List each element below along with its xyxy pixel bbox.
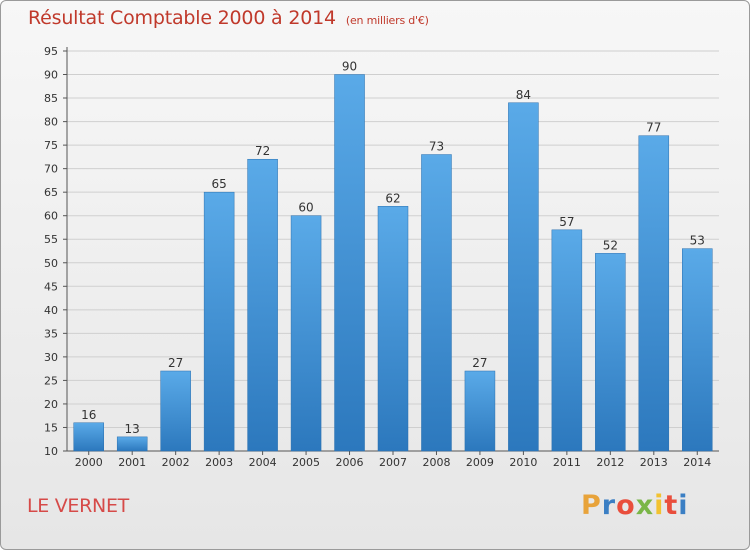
bar-2014 xyxy=(682,248,713,452)
value-label: 72 xyxy=(255,144,270,158)
y-tick-label: 95 xyxy=(44,45,58,58)
bar-2005 xyxy=(290,215,322,452)
y-tick-label: 85 xyxy=(44,92,58,105)
value-label: 16 xyxy=(81,408,96,422)
value-label: 77 xyxy=(646,121,661,135)
x-tick-label: 2007 xyxy=(379,456,407,469)
x-tick-label: 2004 xyxy=(249,456,277,469)
x-tick-label: 2012 xyxy=(596,456,624,469)
chart-subtitle: (en milliers d'€) xyxy=(345,14,429,27)
value-label: 13 xyxy=(125,422,140,436)
value-label: 65 xyxy=(211,177,226,191)
x-tick-label: 2005 xyxy=(292,456,320,469)
value-label: 52 xyxy=(603,238,618,252)
bar-2001 xyxy=(116,436,148,452)
value-label: 84 xyxy=(516,88,531,102)
place-name: LE VERNET xyxy=(27,495,129,517)
y-tick-label: 70 xyxy=(44,163,58,176)
x-tick-label: 2011 xyxy=(553,456,581,469)
y-tick-label: 90 xyxy=(44,69,58,82)
logo-letter: i xyxy=(654,490,665,521)
value-label: 90 xyxy=(342,60,357,74)
x-tick-label: 2008 xyxy=(422,456,450,469)
proxiti-logo: Proxiti xyxy=(581,490,689,521)
value-label: 62 xyxy=(385,191,400,205)
x-tick-label: 2006 xyxy=(336,456,364,469)
y-tick-label: 30 xyxy=(44,351,58,364)
value-label: 57 xyxy=(559,215,574,229)
logo-letter: t xyxy=(664,490,679,521)
bar-2003 xyxy=(203,191,235,452)
y-tick-label: 50 xyxy=(44,257,58,270)
value-label: 53 xyxy=(690,234,705,248)
x-tick-label: 2002 xyxy=(162,456,190,469)
logo-letter: P xyxy=(581,490,602,521)
y-tick-label: 10 xyxy=(44,445,58,458)
logo-letter: x xyxy=(635,490,655,521)
bars xyxy=(73,74,713,452)
value-label: 60 xyxy=(298,201,313,215)
y-tick-labels: 10 15 20 25 30 35 40 45 50 55 60 65 70 75 80 85 90 95 xyxy=(44,45,58,458)
y-tick-label: 15 xyxy=(44,421,58,434)
bar-2010 xyxy=(508,102,539,452)
y-tick-label: 60 xyxy=(44,210,58,223)
bar-2009 xyxy=(464,370,496,452)
value-label: 73 xyxy=(429,140,444,154)
x-tick-label: 2013 xyxy=(640,456,668,469)
y-tick-label: 55 xyxy=(44,233,58,246)
y-tick-label: 35 xyxy=(44,327,58,340)
y-tick-label: 25 xyxy=(44,374,58,387)
logo-letter: i xyxy=(678,490,689,521)
x-tick-label: 2009 xyxy=(466,456,494,469)
y-tick-label: 65 xyxy=(44,186,58,199)
x-tick-label: 2000 xyxy=(75,456,103,469)
x-tick-label: 2014 xyxy=(683,456,711,469)
bar-2002 xyxy=(160,370,191,452)
x-tick-label: 2003 xyxy=(205,456,233,469)
y-tick-label: 75 xyxy=(44,139,58,152)
logo-letter: r xyxy=(601,490,617,521)
bar-2013 xyxy=(638,135,670,452)
bar-2000 xyxy=(73,422,104,452)
bar-2006 xyxy=(334,74,365,452)
bar-2011 xyxy=(551,229,583,452)
data-labels: 16 13 27 65 72 60 90 62 73 27 84 57 52 77 53 xyxy=(81,60,705,436)
x-tick-label: 2010 xyxy=(509,456,537,469)
bar-2004 xyxy=(247,158,278,452)
chart-title-text: Résultat Comptable 2000 à 2014 xyxy=(28,7,336,29)
y-tick-label: 80 xyxy=(44,116,58,129)
bar-2012 xyxy=(595,253,626,452)
value-label: 27 xyxy=(472,356,487,370)
bar-2008 xyxy=(421,154,452,452)
logo-letter: o xyxy=(616,490,636,521)
x-tick-labels: 2000 2001 2002 2003 2004 2005 2006 2007 2008 2009… xyxy=(75,456,712,469)
y-tick-label: 20 xyxy=(44,398,58,411)
y-tick-label: 45 xyxy=(44,280,58,293)
chart-title: Résultat Comptable 2000 à 2014 (en millie… xyxy=(28,7,429,29)
x-tick-label: 2001 xyxy=(118,456,146,469)
y-tick-label: 40 xyxy=(44,304,58,317)
bar-2007 xyxy=(377,206,409,452)
value-label: 27 xyxy=(168,356,183,370)
